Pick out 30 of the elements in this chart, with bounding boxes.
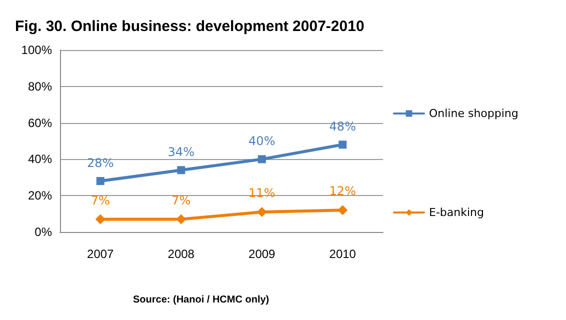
legend-label: E-banking <box>429 206 484 219</box>
x-tick-label: 2009 <box>248 247 276 261</box>
point <box>177 166 186 174</box>
point <box>96 177 104 186</box>
data-label: 12% <box>329 184 356 198</box>
data-label: 7% <box>172 193 191 208</box>
data-label: 40% <box>248 134 276 148</box>
chart-title: Fig. 30. Online business: development 2007-2010 <box>15 18 364 35</box>
legend-label: Online shopping <box>429 107 518 120</box>
data-label: 48% <box>329 120 356 134</box>
point <box>256 206 267 217</box>
data-label: 28% <box>87 156 114 170</box>
y-tick-label: 100% <box>21 43 52 57</box>
data-label: 11% <box>248 186 276 200</box>
source-note: Source: (Hanoi / HCMC only) <box>133 294 270 306</box>
x-tick-label: 2008 <box>168 247 195 261</box>
x-tick-label: 2010 <box>329 247 356 261</box>
point <box>338 140 347 149</box>
x-tick-label: 2007 <box>87 247 114 261</box>
point <box>258 155 266 164</box>
y-tick-label: 40% <box>28 152 52 166</box>
y-tick-label: 0% <box>34 225 52 239</box>
y-tick-label: 60% <box>28 116 52 130</box>
data-label: 34% <box>168 145 194 160</box>
y-tick-label: 20% <box>28 188 52 203</box>
data-label: 7% <box>90 193 110 208</box>
point <box>176 214 186 224</box>
point <box>95 214 106 224</box>
y-tick-label: 80% <box>28 79 52 94</box>
point <box>338 205 348 216</box>
